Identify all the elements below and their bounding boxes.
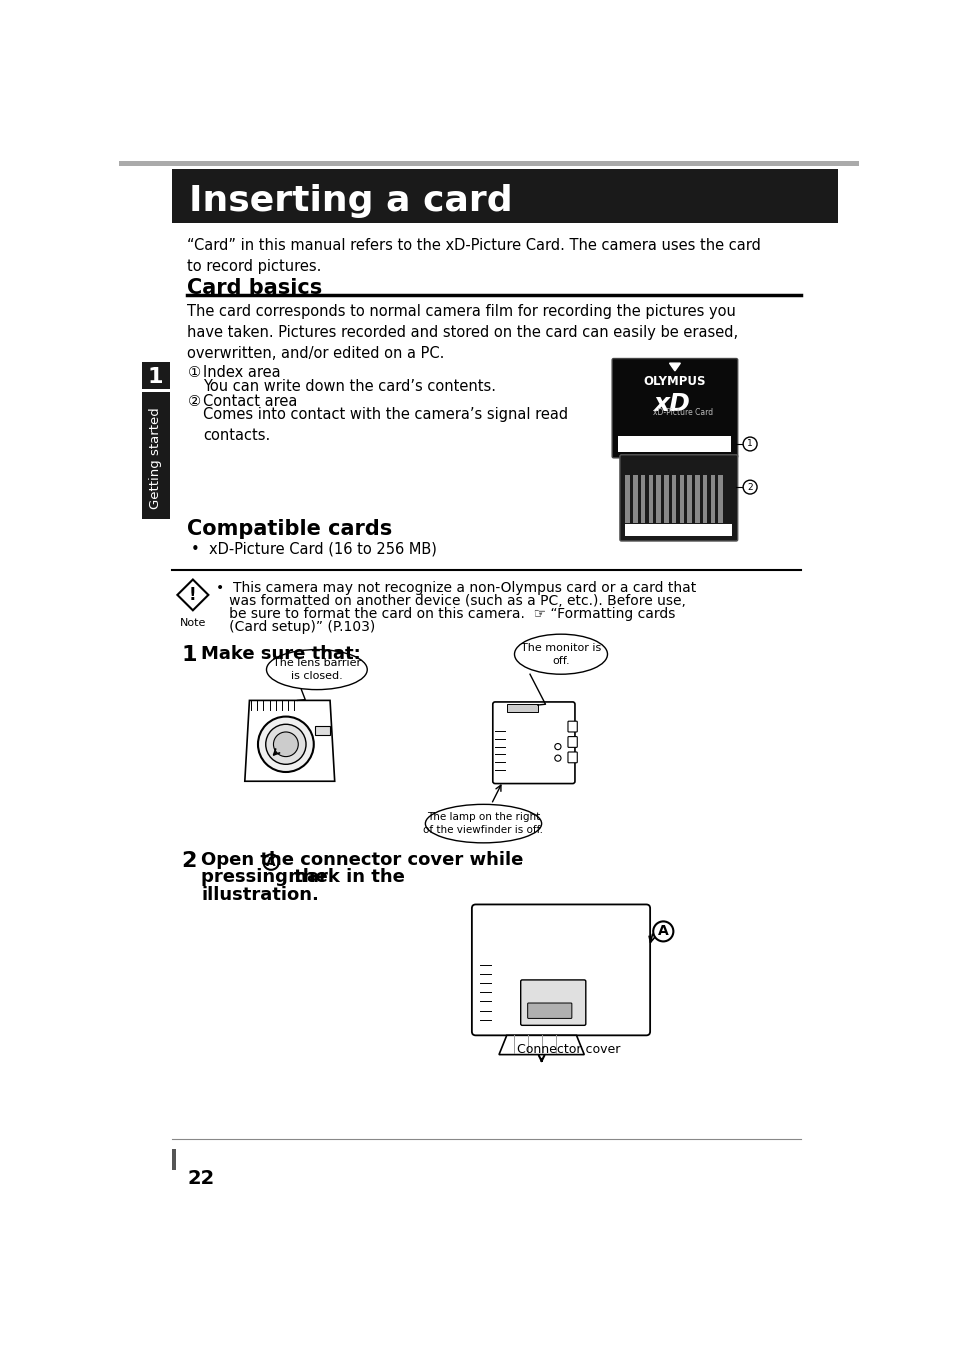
FancyBboxPatch shape xyxy=(612,359,737,457)
Text: xD: xD xyxy=(652,393,689,417)
Text: Note: Note xyxy=(179,617,206,628)
Bar xyxy=(679,475,683,522)
Circle shape xyxy=(555,755,560,761)
FancyBboxPatch shape xyxy=(619,455,737,541)
Text: pressing the: pressing the xyxy=(201,869,335,886)
Text: Comes into contact with the camera’s signal read
contacts.: Comes into contact with the camera’s sig… xyxy=(203,408,567,443)
Text: You can write down the card’s contents.: You can write down the card’s contents. xyxy=(203,378,496,394)
Polygon shape xyxy=(669,363,679,371)
Circle shape xyxy=(555,744,560,749)
Text: OLYMPUS: OLYMPUS xyxy=(643,375,705,389)
Bar xyxy=(618,436,731,452)
Text: (Card setup)” (P.103): (Card setup)” (P.103) xyxy=(216,620,375,635)
Ellipse shape xyxy=(266,650,367,690)
Text: Inserting a card: Inserting a card xyxy=(189,184,512,218)
Text: Card basics: Card basics xyxy=(187,278,322,299)
Text: 1: 1 xyxy=(746,440,752,448)
Circle shape xyxy=(257,717,314,772)
FancyBboxPatch shape xyxy=(527,1003,571,1018)
Text: “Card” in this manual refers to the xD-Picture Card. The camera uses the card
to: “Card” in this manual refers to the xD-P… xyxy=(187,238,760,274)
Text: The lens barrier
is closed.: The lens barrier is closed. xyxy=(273,658,360,681)
Text: Compatible cards: Compatible cards xyxy=(187,519,393,539)
Text: Contact area: Contact area xyxy=(203,394,297,409)
Polygon shape xyxy=(177,580,208,611)
Bar xyxy=(624,475,629,522)
Bar xyxy=(172,169,838,223)
Bar xyxy=(314,726,330,736)
Bar xyxy=(633,475,637,522)
Text: Make sure that:: Make sure that: xyxy=(201,646,361,663)
Bar xyxy=(718,475,722,522)
Bar xyxy=(119,161,858,165)
Text: ①: ① xyxy=(187,366,200,381)
Text: be sure to format the card on this camera.  ☞ “Formatting cards: be sure to format the card on this camer… xyxy=(216,607,675,621)
FancyBboxPatch shape xyxy=(520,981,585,1025)
Bar xyxy=(172,1149,175,1170)
Circle shape xyxy=(266,724,306,764)
Text: A: A xyxy=(658,924,668,939)
Bar xyxy=(506,705,537,712)
Text: ②: ② xyxy=(187,394,200,409)
Bar xyxy=(671,475,676,522)
Bar xyxy=(656,475,660,522)
Text: xD-Picture Card: xD-Picture Card xyxy=(652,408,712,417)
Bar xyxy=(624,525,732,537)
Text: •  xD-Picture Card (16 to 256 MB): • xD-Picture Card (16 to 256 MB) xyxy=(192,542,436,557)
Text: Index area: Index area xyxy=(203,366,280,381)
Polygon shape xyxy=(498,1036,583,1054)
FancyBboxPatch shape xyxy=(567,752,577,763)
Bar xyxy=(648,475,653,522)
Text: 22: 22 xyxy=(187,1169,214,1188)
FancyBboxPatch shape xyxy=(472,904,649,1036)
Text: illustration.: illustration. xyxy=(201,886,319,904)
Text: mark in the: mark in the xyxy=(282,869,404,886)
Bar xyxy=(142,393,170,519)
Bar xyxy=(702,475,707,522)
Polygon shape xyxy=(245,701,335,781)
Bar xyxy=(663,475,668,522)
Bar xyxy=(142,362,170,389)
Text: Open the connector cover while: Open the connector cover while xyxy=(201,850,523,869)
Ellipse shape xyxy=(425,804,541,843)
Bar xyxy=(686,475,691,522)
Text: 1: 1 xyxy=(181,646,196,664)
Text: 1: 1 xyxy=(148,367,163,387)
Bar xyxy=(710,475,715,522)
FancyBboxPatch shape xyxy=(567,737,577,748)
Bar xyxy=(695,475,699,522)
Text: !: ! xyxy=(189,586,196,604)
Text: 2: 2 xyxy=(746,483,752,492)
Text: The monitor is
off.: The monitor is off. xyxy=(520,643,600,666)
Text: The lamp on the right
of the viewfinder is off.: The lamp on the right of the viewfinder … xyxy=(423,812,543,835)
Text: was formatted on another device (such as a PC, etc.). Before use,: was formatted on another device (such as… xyxy=(216,594,685,608)
Ellipse shape xyxy=(514,635,607,674)
FancyBboxPatch shape xyxy=(493,702,575,784)
Circle shape xyxy=(274,732,298,757)
Text: •  This camera may not recognize a non-Olympus card or a card that: • This camera may not recognize a non-Ol… xyxy=(216,581,696,594)
Text: Getting started: Getting started xyxy=(149,408,162,508)
FancyBboxPatch shape xyxy=(567,721,577,732)
Text: 2: 2 xyxy=(181,850,196,870)
Text: A: A xyxy=(266,855,275,869)
Bar xyxy=(640,475,645,522)
Text: The card corresponds to normal camera film for recording the pictures you
have t: The card corresponds to normal camera fi… xyxy=(187,304,738,360)
Text: Connector cover: Connector cover xyxy=(517,1044,619,1056)
